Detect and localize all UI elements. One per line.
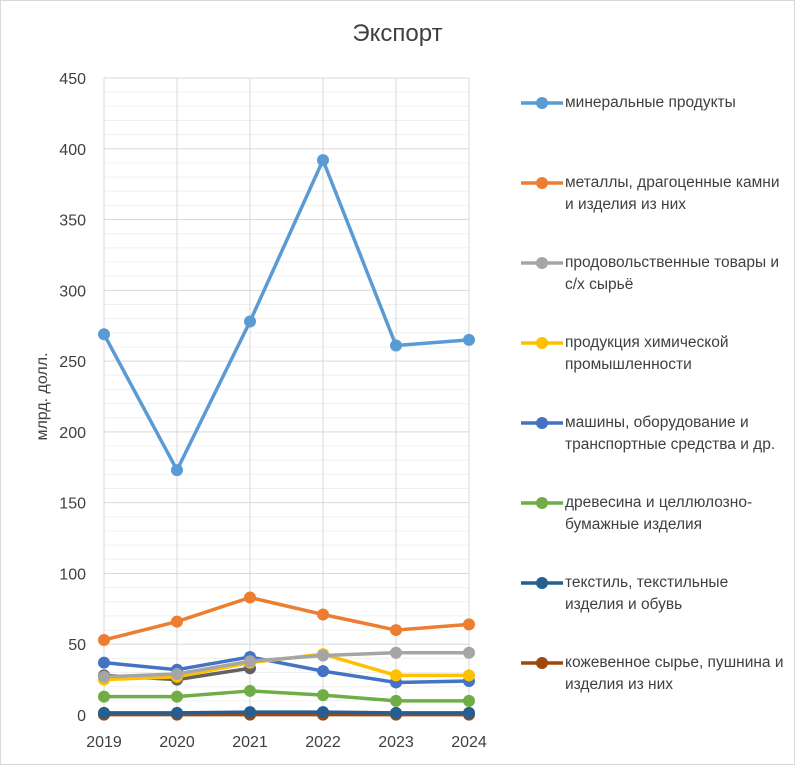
- x-tick-label: 2023: [378, 734, 414, 751]
- legend-marker: [521, 257, 563, 269]
- y-tick-label: 150: [59, 496, 86, 513]
- y-tick-label: 250: [59, 354, 86, 371]
- y-tick-label: 50: [68, 637, 86, 654]
- legend-dot: [536, 417, 548, 429]
- series-line: [102, 710, 471, 715]
- data-point: [390, 624, 402, 637]
- data-point: [317, 689, 329, 702]
- legend-dot: [536, 337, 548, 349]
- y-axis-label: млрд. долл.: [34, 352, 51, 440]
- x-tick-label: 2019: [86, 734, 122, 751]
- legend-dot: [536, 177, 548, 189]
- legend-label: машины, оборудование и транспортные сред…: [565, 414, 776, 453]
- y-tick-label: 100: [59, 566, 86, 583]
- legend-label: металлы, драгоценные камни и изделия из …: [565, 174, 780, 213]
- y-tick-label: 450: [59, 71, 86, 88]
- legend-marker: [521, 97, 563, 109]
- data-point: [244, 655, 256, 668]
- data-point: [390, 669, 402, 682]
- data-point: [390, 706, 402, 719]
- data-point: [317, 649, 329, 662]
- data-point: [463, 618, 475, 631]
- y-tick-label: 200: [59, 425, 86, 442]
- x-tick-label: 2021: [232, 734, 268, 751]
- legend-dot: [536, 657, 548, 669]
- data-point: [98, 690, 110, 703]
- legend-marker: [521, 497, 563, 509]
- data-point: [463, 333, 475, 346]
- legend-dot: [536, 497, 548, 509]
- data-point: [317, 608, 329, 621]
- series-line: [102, 158, 471, 472]
- data-point: [98, 633, 110, 646]
- legend-label: текстиль, текстильные изделия и обувь: [565, 574, 729, 613]
- x-tick-label: 2022: [305, 734, 341, 751]
- x-tick-label: 2020: [159, 734, 195, 751]
- data-point: [98, 706, 110, 719]
- data-point: [171, 464, 183, 477]
- series-line: [102, 650, 471, 679]
- data-point: [390, 339, 402, 352]
- data-point: [171, 667, 183, 680]
- legend-dot: [536, 577, 548, 589]
- y-tick-label: 350: [59, 213, 86, 230]
- legend-dot: [536, 97, 548, 109]
- legend-marker: [521, 577, 563, 589]
- data-point: [390, 646, 402, 659]
- data-point: [317, 665, 329, 678]
- data-point: [244, 591, 256, 604]
- legend-label: минеральные продукты: [565, 94, 736, 111]
- y-tick-label: 0: [77, 708, 86, 725]
- data-point: [463, 706, 475, 719]
- data-point: [244, 315, 256, 328]
- legend-label: продовольственные товары и с/х сырьё: [565, 254, 780, 293]
- data-point: [317, 706, 329, 719]
- legend-marker: [521, 177, 563, 189]
- legend-label: кожевенное сырье, пушнина и изделия из н…: [565, 654, 784, 693]
- data-point: [171, 615, 183, 628]
- y-tick-label: 400: [59, 142, 86, 159]
- series-line: [102, 689, 471, 703]
- data-point: [244, 684, 256, 697]
- legend-marker: [521, 337, 563, 349]
- data-point: [98, 328, 110, 341]
- data-point: [171, 690, 183, 703]
- data-point: [463, 669, 475, 682]
- legend-dot: [536, 257, 548, 269]
- legend-marker: [521, 417, 563, 429]
- data-point: [244, 706, 256, 719]
- data-point: [390, 694, 402, 707]
- data-point: [463, 694, 475, 707]
- data-point: [463, 646, 475, 659]
- data-point: [98, 656, 110, 669]
- series-line: [102, 655, 471, 685]
- legend-label: древесина и целлюлозно-бумажные изделия: [565, 494, 753, 533]
- x-tick-label: 2024: [451, 734, 487, 751]
- data-point: [171, 706, 183, 719]
- data-point: [317, 154, 329, 167]
- data-point: [98, 670, 110, 683]
- series-line: [102, 595, 471, 642]
- legend-label: продукция химической промышленности: [565, 334, 729, 373]
- y-tick-label: 300: [59, 283, 86, 300]
- legend-marker: [521, 657, 563, 669]
- chart-title: Экспорт: [352, 20, 443, 47]
